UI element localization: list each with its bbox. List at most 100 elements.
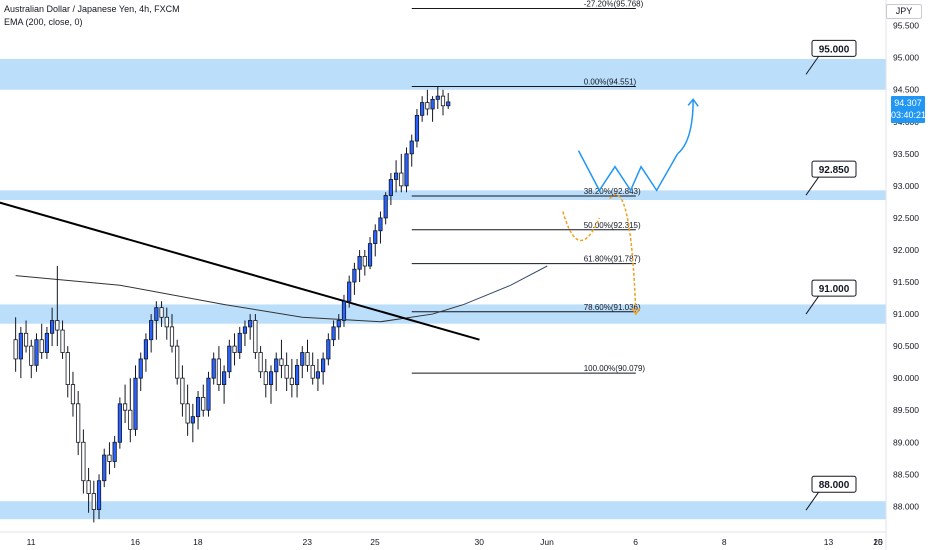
candle-body bbox=[274, 358, 279, 373]
currency-selector[interactable]: JPY bbox=[886, 4, 922, 19]
indicator-legend: EMA (200, close, 0) bbox=[4, 17, 83, 27]
candle-body bbox=[18, 332, 23, 360]
candle-body bbox=[253, 320, 258, 353]
candle-body bbox=[86, 480, 91, 494]
bar-countdown: 03:40:21 bbox=[891, 110, 927, 120]
candle-body bbox=[294, 364, 300, 385]
candle-body bbox=[440, 95, 446, 107]
current-price-value: 94.307 bbox=[894, 98, 922, 108]
fib-level-label: 61.80%(91.787) bbox=[584, 255, 641, 264]
candle-body bbox=[399, 172, 404, 187]
y-tick-label: 95.000 bbox=[893, 53, 919, 63]
chart-title: Australian Dollar / Japanese Yen, 4h, FX… bbox=[4, 4, 180, 14]
zone-callout-pointer bbox=[805, 293, 821, 315]
candle-body bbox=[206, 377, 211, 411]
candle-body bbox=[404, 153, 409, 187]
candle-body bbox=[65, 352, 70, 385]
candle-body bbox=[237, 332, 242, 353]
candle-body bbox=[388, 179, 393, 196]
candle-body bbox=[227, 345, 232, 373]
fib-level-label: 100.00%(90.079) bbox=[584, 364, 646, 373]
candle-body bbox=[96, 480, 102, 510]
zone-callout-pointer bbox=[805, 54, 821, 75]
fib-level-label: 78.60%(91.036) bbox=[584, 303, 641, 312]
x-tick-label: Jun bbox=[540, 537, 554, 547]
candle-body bbox=[268, 371, 274, 385]
candle-body bbox=[414, 114, 420, 142]
zone-callout-label: 88.000 bbox=[819, 480, 850, 491]
y-tick-label: 94.500 bbox=[893, 85, 919, 95]
candle-body bbox=[55, 320, 60, 331]
candle-body bbox=[23, 332, 29, 347]
candle-body bbox=[321, 358, 326, 373]
candle-body bbox=[326, 339, 331, 360]
y-tick-label: 92.500 bbox=[893, 213, 919, 223]
candle-body bbox=[169, 326, 175, 347]
candle-body bbox=[50, 320, 55, 334]
y-tick-label: 90.000 bbox=[893, 373, 919, 383]
candle-body bbox=[378, 217, 383, 232]
candle-body bbox=[190, 416, 195, 424]
candle-body bbox=[242, 326, 248, 334]
x-tick-label: 15 bbox=[873, 537, 883, 547]
projection-path-orange-b bbox=[609, 194, 637, 315]
y-tick-label: 95.500 bbox=[893, 21, 919, 31]
candle-body bbox=[394, 172, 399, 180]
candle-body bbox=[222, 371, 227, 385]
candle-body bbox=[128, 409, 133, 430]
y-tick-label: 89.000 bbox=[893, 437, 919, 447]
sr-zone bbox=[0, 58, 886, 90]
candle-body bbox=[13, 339, 18, 360]
x-tick-label: 30 bbox=[475, 537, 485, 547]
fib-level-label: -27.20%(95.768) bbox=[584, 0, 644, 8]
zone-callout-box bbox=[811, 475, 857, 493]
ema-projection-line bbox=[463, 265, 548, 305]
candle-body bbox=[347, 281, 352, 302]
candle-body bbox=[383, 195, 388, 219]
candle-body bbox=[425, 102, 430, 110]
candle-body bbox=[81, 441, 86, 482]
candle-body bbox=[164, 316, 169, 328]
y-tick-label: 91.000 bbox=[893, 309, 919, 319]
candle-body bbox=[248, 320, 253, 328]
sr-zone bbox=[0, 190, 886, 200]
x-tick-label: 20 bbox=[873, 537, 883, 547]
y-tick-label: 93.000 bbox=[893, 181, 919, 191]
candle-body bbox=[300, 352, 305, 366]
ema-200-line bbox=[15, 275, 464, 323]
y-tick-label: 93.500 bbox=[893, 149, 919, 159]
sr-zone bbox=[0, 304, 886, 324]
projection-path-blue-curve bbox=[677, 99, 694, 155]
candle-body bbox=[195, 396, 201, 418]
candle-body bbox=[352, 268, 357, 283]
candle-body bbox=[409, 140, 414, 155]
candle-body bbox=[373, 230, 378, 244]
x-tick-label: 18 bbox=[193, 537, 203, 547]
candle-body bbox=[149, 320, 154, 341]
candle-body bbox=[289, 377, 294, 385]
zone-callout-box bbox=[811, 279, 857, 297]
current-price-badge: 94.307 03:40:21 bbox=[891, 96, 927, 123]
candle-body bbox=[112, 441, 117, 462]
y-tick-label: 92.000 bbox=[893, 245, 919, 255]
candle-body bbox=[446, 101, 451, 107]
y-tick-label: 89.500 bbox=[893, 405, 919, 415]
projection-path-orange-a bbox=[562, 211, 601, 242]
blue-arrow-head bbox=[687, 98, 699, 107]
fib-level-label: 38.20%(92.843) bbox=[584, 187, 641, 196]
x-tick-label: 11 bbox=[27, 537, 36, 547]
candle-body bbox=[175, 345, 180, 379]
candle-body bbox=[279, 358, 284, 366]
candle-body bbox=[305, 352, 310, 366]
x-tick-label: 23 bbox=[303, 537, 313, 547]
candle-body bbox=[117, 403, 122, 443]
candle-body bbox=[310, 364, 315, 379]
candle-body bbox=[331, 326, 336, 341]
candle-body bbox=[336, 320, 341, 328]
candle-body bbox=[76, 403, 81, 443]
orange-arrow-head bbox=[631, 307, 641, 316]
sr-zone bbox=[0, 501, 886, 520]
x-tick-label: 25 bbox=[370, 537, 380, 547]
y-tick-label: 88.000 bbox=[893, 501, 919, 511]
